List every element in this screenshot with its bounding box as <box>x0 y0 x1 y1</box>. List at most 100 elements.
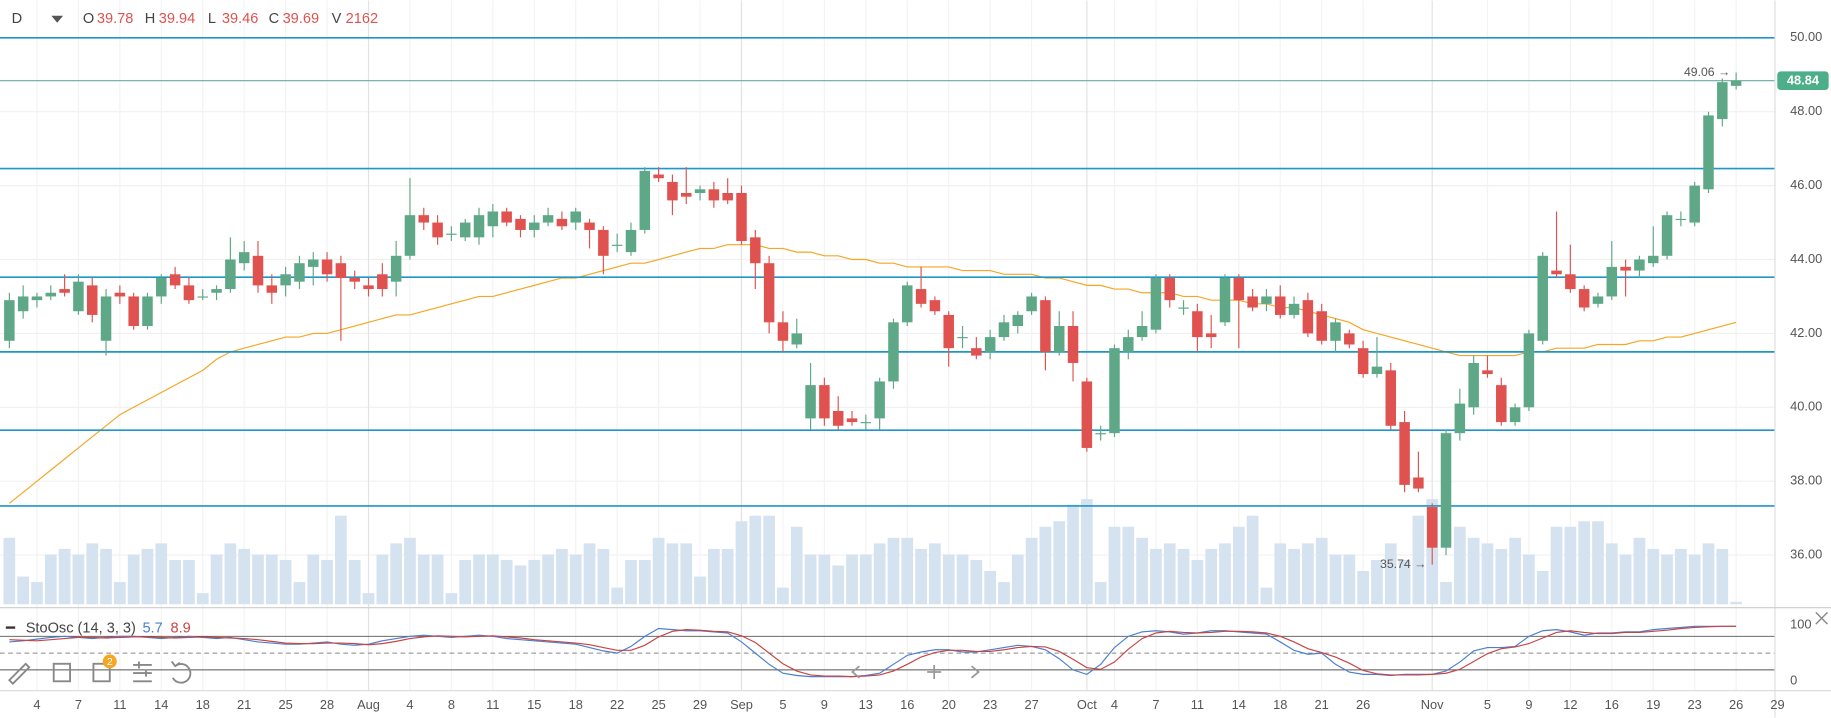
candle-body <box>902 285 913 323</box>
volume-bar <box>1150 548 1162 605</box>
toolbar <box>8 660 192 685</box>
volume-bar <box>1053 521 1066 605</box>
volume-bar <box>141 548 154 605</box>
candle-body <box>86 285 98 315</box>
x-tick-label: Oct <box>1077 697 1097 712</box>
collapse-icon[interactable] <box>5 626 16 629</box>
stoch-line <box>9 625 1737 678</box>
y-tick-label: 50.00 <box>1790 29 1822 44</box>
price-layer: 49.06 → 35.74 → <box>0 37 1775 571</box>
volume-bar <box>1605 543 1618 605</box>
volume-bar <box>1536 571 1549 605</box>
x-tick-label: 23 <box>1688 697 1702 712</box>
volume-bar <box>1274 543 1287 605</box>
candle-body <box>4 300 15 341</box>
candle-body <box>1316 311 1327 341</box>
candle-body <box>459 222 471 238</box>
candle-body <box>680 193 692 197</box>
volume-bar <box>873 543 886 605</box>
y-tick-label: 42.00 <box>1790 325 1822 340</box>
volume-bar <box>1453 526 1466 605</box>
volume-bar <box>859 554 872 605</box>
volume-bar <box>1302 543 1314 605</box>
volume-bar <box>1675 548 1687 605</box>
pencil-tool[interactable] <box>8 662 31 685</box>
candle-body <box>722 193 733 201</box>
candle-body <box>998 322 1010 338</box>
volume-bar <box>1288 548 1300 605</box>
candle-body <box>1592 296 1604 304</box>
candle-body <box>225 259 236 290</box>
pan-controls[interactable] <box>851 664 980 679</box>
header: D O 39.78 H 39.94 L 39.46 C 39.69 V 2162 <box>12 11 378 27</box>
interval-dropdown[interactable] <box>51 15 64 23</box>
volume-bar <box>528 559 541 605</box>
volume-bar <box>638 559 651 605</box>
volume-bar <box>487 554 499 605</box>
candle-body <box>1219 277 1231 323</box>
x-tick-label: 13 <box>859 697 873 712</box>
candle-body <box>1537 255 1548 341</box>
candle-body <box>529 222 540 230</box>
candle-body <box>31 296 43 301</box>
volume-bar <box>1163 543 1176 605</box>
candle-body <box>73 281 84 312</box>
x-tick-label: 4 <box>33 697 40 712</box>
volume-bar <box>1440 582 1452 605</box>
candle-body <box>1081 381 1093 448</box>
badge <box>102 654 117 669</box>
x-tick-label: 4 <box>1111 697 1118 712</box>
interval[interactable]: D <box>12 11 23 27</box>
candle-body <box>1136 326 1148 338</box>
candle-body <box>1150 277 1162 330</box>
settings-tool[interactable] <box>133 661 152 683</box>
volume-bar <box>404 537 416 605</box>
candle-body <box>266 285 278 293</box>
volume-bar <box>210 554 223 605</box>
candle-body <box>1426 507 1438 548</box>
volume-bar <box>293 582 306 605</box>
field-value: 2162 <box>346 11 378 27</box>
volume-bar <box>265 554 278 605</box>
candle-body <box>1523 333 1535 408</box>
candle-body <box>1178 307 1189 309</box>
badge-count: 2 <box>107 656 113 668</box>
candle-body <box>1620 266 1631 271</box>
notes-tool[interactable] <box>52 662 71 683</box>
candle-body <box>1040 300 1051 352</box>
candle-body <box>736 193 747 242</box>
volume-bar <box>1039 526 1052 605</box>
candle-body <box>1565 274 1576 290</box>
volume-bar <box>1357 571 1369 605</box>
volume-bar <box>127 554 140 605</box>
candle-body <box>667 181 678 201</box>
x-tick-label: 4 <box>406 697 413 712</box>
layers-tool[interactable] <box>92 662 111 683</box>
candle-body <box>446 233 457 235</box>
candle-body <box>1067 326 1079 363</box>
x-tick-label: 8 <box>448 697 455 712</box>
volume-bar <box>1702 543 1715 605</box>
candle-body <box>819 385 830 419</box>
reset-tool[interactable] <box>170 660 192 684</box>
field-key: L <box>208 11 216 27</box>
candle-body <box>1371 366 1383 375</box>
low-label: 35.74 → <box>1380 557 1426 571</box>
candle-body <box>708 189 720 201</box>
candle-body <box>929 300 941 312</box>
volume-bar <box>1716 548 1729 605</box>
candle-body <box>308 259 319 267</box>
volume-bar <box>666 543 679 605</box>
volume-bar <box>652 537 665 605</box>
close-indicator[interactable] <box>1815 611 1828 625</box>
y-tick-label: 46.00 <box>1790 177 1822 192</box>
candle-body <box>611 244 623 246</box>
volume-layer <box>3 499 1742 605</box>
candle-body <box>1717 82 1728 120</box>
volume-bar <box>1592 521 1604 605</box>
volume-bar <box>680 543 693 605</box>
candle-body <box>487 211 499 227</box>
volume-bar <box>1081 499 1093 605</box>
candle-body <box>349 277 360 282</box>
volume-bar <box>846 554 858 605</box>
